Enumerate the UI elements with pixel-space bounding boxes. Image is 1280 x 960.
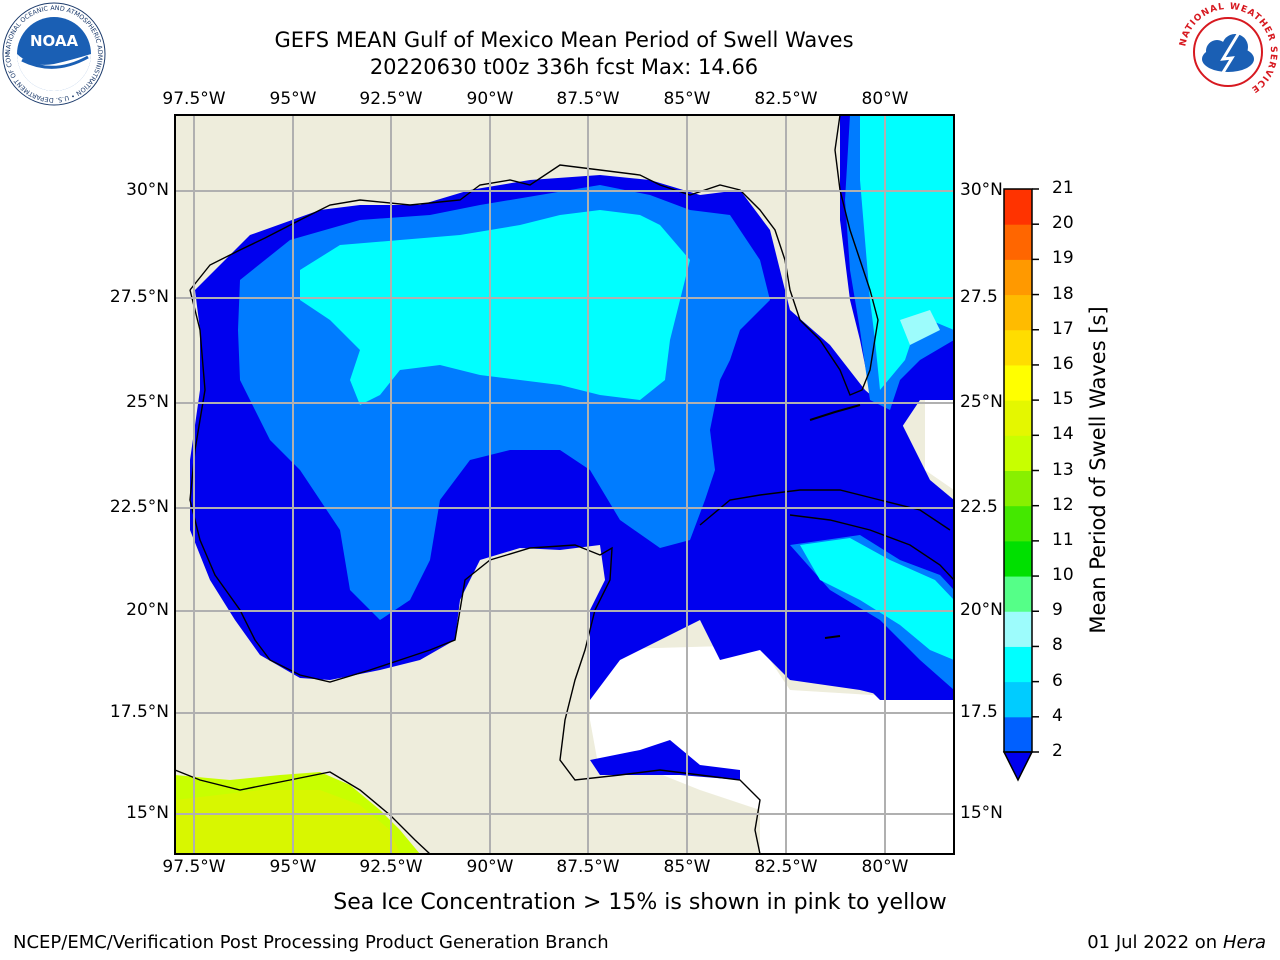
colorbar-tick-label: 11 <box>1052 529 1074 550</box>
lat-tick-left: 20°N <box>126 600 169 620</box>
swell-high-region <box>300 210 690 405</box>
lat-tick-left: 22.5°N <box>109 497 169 517</box>
lon-tick-top: 97.5°W <box>162 89 226 109</box>
colorbar-segment <box>1004 540 1032 577</box>
lon-tick-bottom: 80°W <box>861 857 909 877</box>
colorbar-label: Mean Period of Swell Waves [s] <box>1086 306 1110 634</box>
colorbar-tick-label: 20 <box>1052 213 1074 234</box>
colorbar-segment <box>1004 611 1032 647</box>
colorbar-tick-label: 2 <box>1052 741 1063 761</box>
lat-tick-right: 22.5 <box>960 497 998 517</box>
colorbar-segment <box>1004 505 1032 542</box>
colorbar-tick-label: 8 <box>1052 635 1063 656</box>
lon-tick-top: 80°W <box>861 89 909 109</box>
footer-credit: NCEP/EMC/Verification Post Processing Pr… <box>13 932 609 953</box>
no-data-atlantic <box>925 400 954 490</box>
lon-tick-bottom: 85°W <box>663 857 711 877</box>
colorbar-tick-label: 16 <box>1052 353 1074 374</box>
lon-tick-top: 90°W <box>466 89 514 109</box>
colorbar-tick-label: 9 <box>1052 600 1063 621</box>
colorbar-tick-label: 13 <box>1052 459 1074 480</box>
footer-host: Hera <box>1222 932 1266 953</box>
map-title: GEFS MEAN Gulf of Mexico Mean Period of … <box>274 28 854 52</box>
colorbar-tick-label: 21 <box>1052 178 1074 198</box>
colorbar-tick-label: 10 <box>1052 565 1074 586</box>
map-subtitle: 20220630 t00z 336h fcst Max: 14.66 <box>369 55 759 79</box>
lon-tick-bottom: 87.5°W <box>556 857 620 877</box>
colorbar-tick-label: 4 <box>1052 705 1063 726</box>
colorbar-tick-label: 12 <box>1052 494 1074 515</box>
lat-tick-left: 17.5°N <box>109 702 169 722</box>
noaa-logo-text: NOAA <box>30 32 79 50</box>
colorbar-segment <box>1004 294 1032 331</box>
colorbar-segment <box>1004 329 1032 366</box>
lon-tick-bottom: 95°W <box>269 857 317 877</box>
colorbar-segment <box>1004 400 1032 436</box>
lat-tick-right: 27.5 <box>960 287 998 307</box>
nws-logo: NATIONAL WEATHER SERVICE <box>1178 2 1278 102</box>
lat-tick-right: 30°N <box>960 180 1003 200</box>
lat-tick-left: 15°N <box>126 803 169 823</box>
lon-tick-top: 95°W <box>269 89 317 109</box>
lat-tick-right: 25°N <box>960 392 1003 412</box>
colorbar-tick-label: 17 <box>1052 318 1074 339</box>
lon-tick-top: 92.5°W <box>359 89 423 109</box>
colorbar-tick-label: 19 <box>1052 248 1074 269</box>
colorbar-segment <box>1004 681 1032 718</box>
lon-tick-bottom: 92.5°W <box>359 857 423 877</box>
lon-tick-bottom: 82.5°W <box>754 857 818 877</box>
lat-tick-left: 30°N <box>126 180 169 200</box>
colorbar-segment <box>1004 224 1032 260</box>
colorbar-segment <box>1004 364 1032 401</box>
footer-date: 01 Jul 2022 on Hera <box>1087 932 1266 953</box>
colorbar-segment <box>1004 576 1032 612</box>
colorbar-tick-label: 15 <box>1052 389 1074 410</box>
footer-date-text: 01 Jul 2022 on <box>1087 932 1223 953</box>
colorbar <box>1002 188 1039 782</box>
colorbar-tick-label: 14 <box>1052 424 1074 445</box>
colorbar-segment <box>1004 646 1032 683</box>
lat-tick-right: 15°N <box>960 803 1003 823</box>
colorbar-tick-label: 18 <box>1052 283 1074 304</box>
no-data-caribbean <box>590 645 954 854</box>
colorbar-segment <box>1004 470 1032 507</box>
graticule <box>175 115 954 854</box>
map-frame <box>174 114 955 855</box>
lon-tick-top: 87.5°W <box>556 89 620 109</box>
colorbar-segment <box>1004 435 1032 471</box>
sea-ice-note: Sea Ice Concentration > 15% is shown in … <box>333 890 947 915</box>
colorbar-tick-label: 6 <box>1052 670 1063 691</box>
lat-tick-right: 17.5 <box>960 702 998 722</box>
swell-pale-patch <box>900 310 940 345</box>
colorbar-extend-arrow <box>1002 751 1034 782</box>
lon-tick-top: 82.5°W <box>754 89 818 109</box>
lat-tick-left: 27.5°N <box>109 287 169 307</box>
lon-tick-bottom: 97.5°W <box>162 857 226 877</box>
colorbar-segment <box>1004 189 1032 225</box>
colorbar-segment <box>1004 716 1032 753</box>
lon-tick-top: 85°W <box>663 89 711 109</box>
noaa-logo: NATIONAL OCEANIC AND ATMOSPHERIC ADMINIS… <box>2 2 106 106</box>
lat-tick-right: 20°N <box>960 600 1003 620</box>
colorbar-segment <box>1004 259 1032 296</box>
lat-tick-left: 25°N <box>126 392 169 412</box>
lon-tick-bottom: 90°W <box>466 857 514 877</box>
